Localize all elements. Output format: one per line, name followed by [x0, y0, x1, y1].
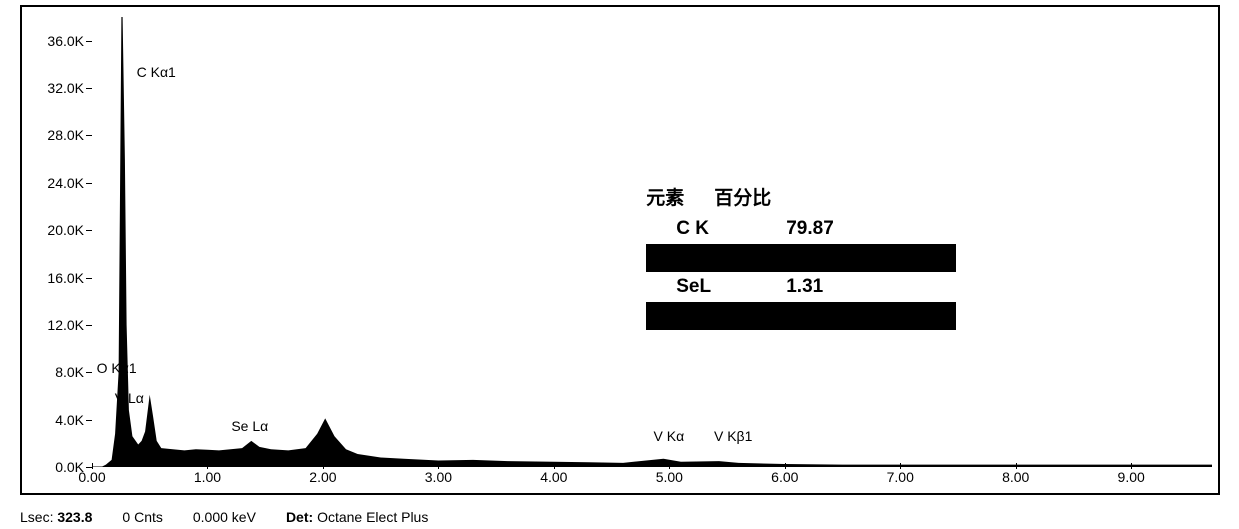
element-table-body: C K79.87 SeL1.31 — [646, 218, 956, 330]
y-axis: 0.0K4.0K8.0K12.0K16.0K20.0K24.0K28.0K32.… — [22, 7, 92, 467]
x-tick-mark — [92, 463, 93, 469]
x-tick-label: 9.00 — [1118, 469, 1145, 485]
footer-lsec: Lsec: 323.8 — [20, 509, 92, 525]
element-name: C K — [646, 218, 766, 240]
x-tick-mark — [785, 463, 786, 469]
element-name: SeL — [646, 276, 766, 298]
element-row-redacted — [646, 302, 956, 330]
x-tick-label: 4.00 — [540, 469, 567, 485]
x-tick-mark — [554, 463, 555, 469]
y-tick-label: 36.0K — [47, 33, 84, 49]
header-percent: 百分比 — [714, 183, 771, 210]
element-percent: 79.87 — [766, 218, 886, 240]
x-tick-mark — [438, 463, 439, 469]
x-tick-label: 6.00 — [771, 469, 798, 485]
footer-cnts: 0 Cnts — [122, 509, 162, 525]
x-axis: 0.001.002.003.004.005.006.007.008.009.00 — [92, 463, 1212, 493]
y-tick-label: 16.0K — [47, 270, 84, 286]
peak-label: Se Lα — [231, 418, 268, 434]
element-row: SeL1.31 — [646, 276, 956, 298]
x-tick-label: 2.00 — [309, 469, 336, 485]
x-tick-mark — [669, 463, 670, 469]
x-tick-mark — [900, 463, 901, 469]
plot-area: 元素 百分比 C K79.87 SeL1.31 C Kα1 O Kα1 V Lα Se … — [92, 17, 1212, 467]
x-tick-label: 3.00 — [425, 469, 452, 485]
peak-label: V Lα — [115, 390, 144, 406]
y-tick-label: 28.0K — [47, 127, 84, 143]
peak-label: V Kβ1 — [714, 428, 752, 444]
header-element: 元素 — [646, 183, 684, 210]
x-tick-label: 0.00 — [78, 469, 105, 485]
x-tick-mark — [323, 463, 324, 469]
element-row-redacted — [646, 244, 956, 272]
footer-kev: 0.000 keV — [193, 509, 256, 525]
x-tick-mark — [1016, 463, 1017, 469]
y-tick-label: 32.0K — [47, 80, 84, 96]
peak-label: O Kα1 — [97, 360, 137, 376]
x-tick-label: 1.00 — [194, 469, 221, 485]
peak-label: C Kα1 — [137, 64, 176, 80]
y-tick-label: 8.0K — [55, 364, 84, 380]
element-table: 元素 百分比 C K79.87 SeL1.31 — [646, 183, 956, 334]
x-tick-mark — [1131, 463, 1132, 469]
element-table-header: 元素 百分比 — [646, 183, 956, 210]
chart-frame: 0.0K4.0K8.0K12.0K16.0K20.0K24.0K28.0K32.… — [20, 5, 1220, 495]
y-tick-label: 20.0K — [47, 222, 84, 238]
y-tick-label: 24.0K — [47, 175, 84, 191]
y-tick-label: 4.0K — [55, 412, 84, 428]
footer: Lsec: 323.8 0 Cnts 0.000 keV Det: Octane… — [20, 509, 428, 525]
x-tick-mark — [207, 463, 208, 469]
peak-label: V Kα — [654, 428, 685, 444]
element-percent: 1.31 — [766, 276, 886, 298]
x-tick-label: 8.00 — [1002, 469, 1029, 485]
x-tick-label: 7.00 — [887, 469, 914, 485]
element-row: C K79.87 — [646, 218, 956, 240]
y-tick-label: 12.0K — [47, 317, 84, 333]
x-tick-label: 5.00 — [656, 469, 683, 485]
footer-det: Det: Octane Elect Plus — [286, 509, 428, 525]
